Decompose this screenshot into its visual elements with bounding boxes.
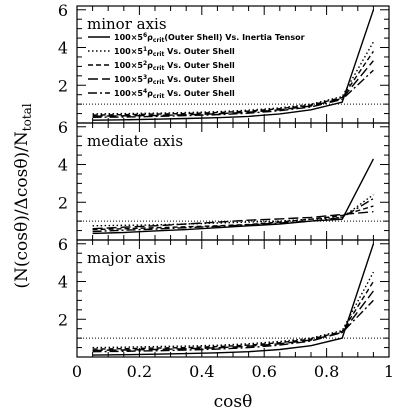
x-tick-label: 0 [72,362,82,381]
y-tick-label: 2 [58,193,68,212]
series-line-0 [92,158,375,235]
series-line-0 [92,9,375,121]
series-line-3 [92,60,374,117]
panel-label: minor axis [87,15,167,33]
series-line-0 [92,243,375,356]
y-tick-label: 2 [58,310,68,329]
y-tick-label: 6 [58,1,68,20]
legend-entry-0: 100×56ρcrit(Outer Shell) Vs. Inertia Ten… [114,32,305,44]
x-tick-label: 0.2 [127,362,152,381]
panel-label: mediate axis [87,132,183,150]
x-tick-label: 0.4 [189,362,214,381]
y-tick-label: 6 [58,118,68,137]
x-tick-label: 0.6 [251,362,276,381]
y-tick-label: 4 [58,273,68,292]
legend-entry-1: 100×51ρcrit Vs. Outer Shell [114,46,235,58]
series-line-2 [92,281,374,350]
panels-group: 2 4 6 minor axis 2 4 6 mediate axis 2 4 6 major axi… [58,1,394,381]
x-tick-label: 1 [384,362,394,381]
series-line-1 [92,194,374,227]
panel-label: major axis [87,249,166,267]
legend-entry-3: 100×53ρcrit Vs. Outer Shell [114,74,235,86]
series-line-2 [92,50,374,116]
series-line-1 [92,41,375,115]
series-line-4 [92,299,374,353]
x-tick-label: 0.8 [314,362,339,381]
y-tick-label: 4 [58,156,68,175]
legend: 100×56ρcrit(Outer Shell) Vs. Inertia Ten… [88,32,305,100]
series-line-3 [92,211,374,230]
y-tick-label: 6 [58,235,68,254]
series-line-3 [92,290,374,352]
y-axis-label: (N(cosθ)/Δcosθ)/Ntotal [12,103,34,288]
y-tick-label: 2 [58,76,68,95]
series-line-4 [92,197,374,233]
y-tick-label: 4 [58,39,68,58]
panel-2: 2 4 6 major axis [58,235,390,358]
axis-labels-group: (N(cosθ)/Δcosθ)/Ntotal cosθ [12,103,252,412]
legend-entry-2: 100×52ρcrit Vs. Outer Shell [114,60,235,72]
series-line-4 [92,69,374,118]
legend-entry-4: 100×54ρcrit Vs. Outer Shell [114,88,235,100]
panel-1: 2 4 6 mediate axis [58,118,390,241]
x-axis-label: cosθ [214,392,253,412]
series-line-1 [92,271,375,349]
